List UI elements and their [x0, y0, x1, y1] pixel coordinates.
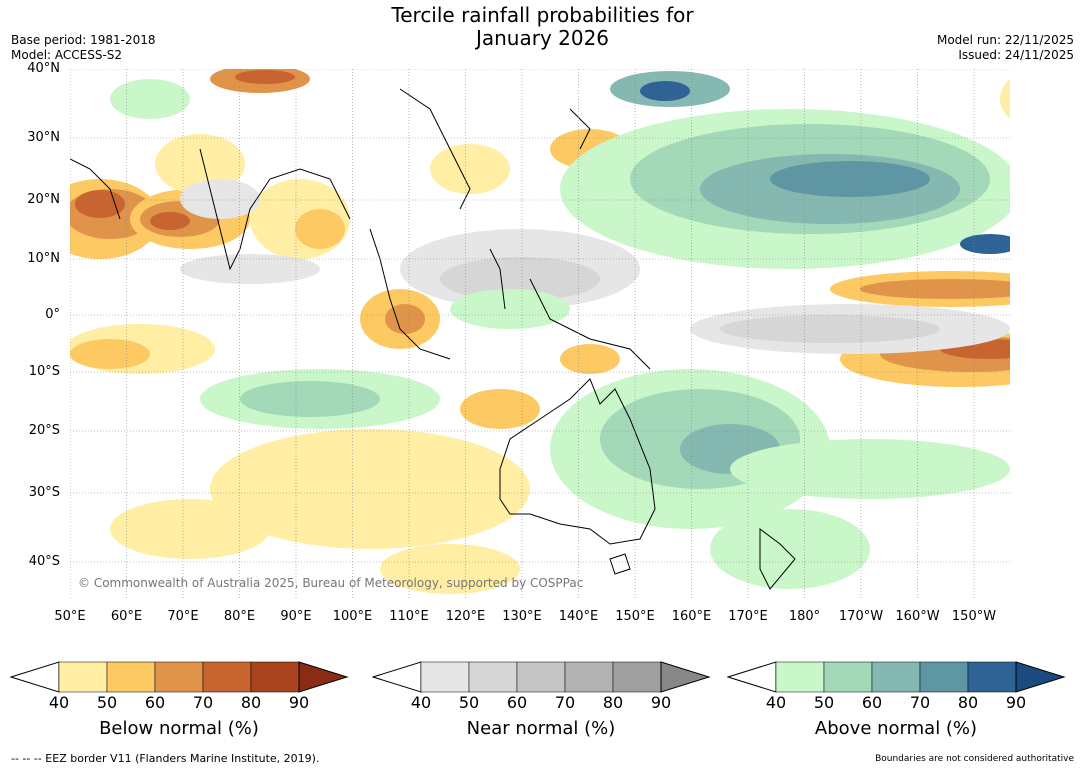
lat-label: 40°N [27, 61, 60, 76]
colorbar-tick: 70 [554, 693, 576, 712]
colorbar-segment [775, 661, 825, 693]
lon-label: 160°W [895, 609, 940, 624]
lon-label: 130°E [502, 609, 542, 624]
map-title: Tercile rainfall probabilities for Janua… [0, 4, 1085, 50]
colorbar-tick: 40 [765, 693, 787, 712]
colorbar-2 [727, 661, 1066, 693]
lat-label: 20°S [28, 423, 60, 438]
copyright-notice: © Commonwealth of Australia 2025, Bureau… [78, 576, 583, 590]
colorbar-segment [823, 661, 873, 693]
lat-label: 30°S [28, 485, 60, 500]
colorbar-1 [372, 661, 711, 693]
lon-label: 160°E [671, 609, 712, 624]
colorbar-tick: 60 [144, 693, 166, 712]
colorbar-0 [10, 661, 349, 693]
colorbar-tick: 70 [909, 693, 931, 712]
colorbar-segment [516, 661, 566, 693]
colorbar-label: Below normal (%) [99, 718, 259, 739]
colorbar-tick: 50 [813, 693, 835, 712]
colorbar-segment [871, 661, 921, 693]
lat-label: 0° [45, 307, 60, 322]
colorbar-tick: 50 [96, 693, 118, 712]
model-run: Model run: 22/11/2025 [936, 33, 1074, 47]
lat-label: 10°S [28, 364, 60, 379]
lat-label: 20°N [27, 192, 60, 207]
colorbar-tick: 90 [288, 693, 310, 712]
colorbar-tick: 80 [240, 693, 262, 712]
lon-label: 140°E [558, 609, 599, 624]
lat-label: 30°N [27, 130, 60, 145]
base-period: Base period: 1981-2018 [11, 33, 156, 47]
colorbar-segment [967, 661, 1017, 693]
lon-label: 170°W [838, 609, 884, 624]
model-name: Model: ACCESS-S2 [11, 48, 123, 62]
colorbar-tick: 80 [602, 693, 624, 712]
colorbar-segment [420, 661, 470, 693]
colorbar-segment [154, 661, 204, 693]
colorbar-segment [58, 661, 108, 693]
colorbar-segment [564, 661, 614, 693]
colorbar-tick: 40 [48, 693, 70, 712]
lon-label: 150°W [951, 609, 997, 624]
graticule [70, 69, 1010, 600]
above-normal-areas [110, 71, 1010, 589]
lon-label: 70°E [167, 609, 199, 624]
lon-label: 80°E [223, 609, 256, 624]
lon-label: 150°E [615, 609, 655, 624]
colorbar-segment [250, 661, 300, 693]
title-line-2: January 2026 [475, 26, 610, 50]
colorbar-segment [106, 661, 156, 693]
colorbar-tick: 60 [861, 693, 883, 712]
colorbar-segment [919, 661, 969, 693]
eez-border-note: -- -- -- EEZ border V11 (Flanders Marine… [11, 752, 320, 765]
colorbar-tick: 60 [506, 693, 528, 712]
lat-label: 10°N [27, 251, 60, 266]
colorbar-tick: 90 [650, 693, 672, 712]
title-line-1: Tercile rainfall probabilities for [391, 3, 694, 27]
issued-date: Issued: 24/11/2025 [958, 48, 1074, 62]
probability-map: © Commonwealth of Australia 2025, Bureau… [70, 69, 1010, 600]
lon-label: 50°E [54, 609, 86, 624]
lon-label: 120°E [445, 609, 486, 624]
meta-right: Model run: 22/11/2025 Issued: 24/11/2025 [937, 33, 1074, 63]
lon-label: 60°E [110, 609, 143, 624]
lon-label: 180° [788, 609, 821, 624]
colorbar-segment [468, 661, 518, 693]
colorbar-tick: 40 [410, 693, 432, 712]
lon-label: 110°E [389, 609, 429, 624]
colorbar-segment [612, 661, 662, 693]
coastlines [70, 88, 796, 590]
colorbar-label: Near normal (%) [466, 718, 616, 739]
lat-label: 40°S [28, 554, 60, 569]
near-normal-areas [180, 179, 1010, 439]
colorbar-tick: 80 [957, 693, 979, 712]
boundary-disclaimer: Boundaries are not considered authoritat… [875, 754, 1074, 764]
colorbar-tick: 70 [192, 693, 214, 712]
colorbar-tick: 50 [458, 693, 480, 712]
colorbar-segment [202, 661, 252, 693]
lon-label: 100°E [332, 609, 373, 624]
lon-label: 170°E [728, 609, 768, 624]
colorbar-tick: 90 [1005, 693, 1027, 712]
meta-left: Base period: 1981-2018 Model: ACCESS-S2 [11, 33, 156, 63]
colorbar-label: Above normal (%) [814, 718, 978, 739]
lon-label: 90°E [280, 609, 312, 624]
